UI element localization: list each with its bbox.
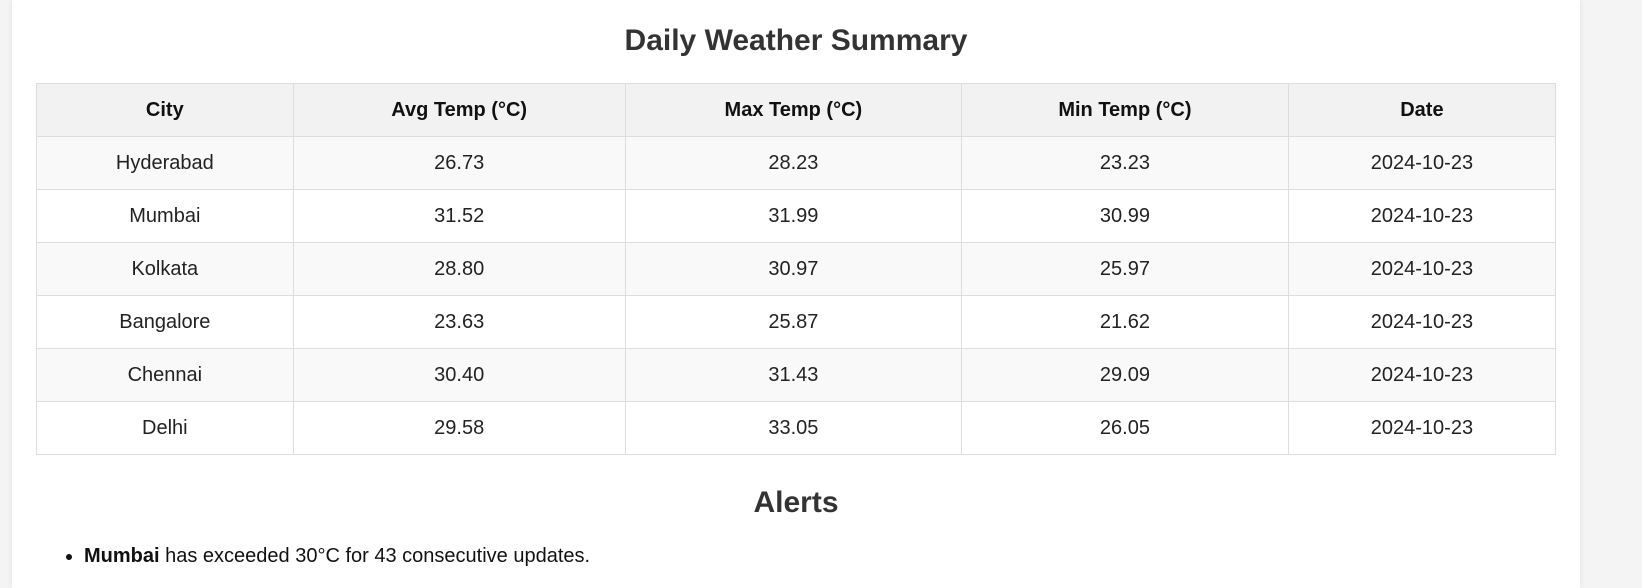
weather-summary-card: Daily Weather Summary City Avg Temp (°C)… xyxy=(12,0,1580,588)
column-header-city: City xyxy=(36,83,294,137)
max-temp-cell: 31.99 xyxy=(624,189,963,243)
city-cell: Kolkata xyxy=(36,242,294,296)
city-cell: Mumbai xyxy=(36,189,294,243)
max-temp-cell: 30.97 xyxy=(624,242,963,296)
min-temp-cell: 23.23 xyxy=(961,136,1289,190)
avg-temp-cell: 29.58 xyxy=(292,401,626,455)
avg-temp-cell: 31.52 xyxy=(292,189,626,243)
table-header-row: City Avg Temp (°C) Max Temp (°C) Min Tem… xyxy=(36,83,1557,137)
column-header-min-temp: Min Temp (°C) xyxy=(961,83,1289,137)
city-cell: Hyderabad xyxy=(36,136,294,190)
avg-temp-cell: 23.63 xyxy=(292,295,626,349)
date-cell: 2024-10-23 xyxy=(1287,348,1557,402)
max-temp-cell: 31.43 xyxy=(624,348,963,402)
city-cell: Chennai xyxy=(36,348,294,402)
column-header-avg-temp: Avg Temp (°C) xyxy=(292,83,626,137)
min-temp-cell: 26.05 xyxy=(961,401,1289,455)
avg-temp-cell: 30.40 xyxy=(292,348,626,402)
min-temp-cell: 30.99 xyxy=(961,189,1289,243)
alerts-list: Mumbai has exceeded 30°C for 43 consecut… xyxy=(42,542,590,570)
date-cell: 2024-10-23 xyxy=(1287,401,1557,455)
date-cell: 2024-10-23 xyxy=(1287,136,1557,190)
table-row: Kolkata 28.80 30.97 25.97 2024-10-23 xyxy=(36,242,1557,296)
alert-message: has exceeded 30°C for 43 consecutive upd… xyxy=(159,545,591,567)
table-row: Chennai 30.40 31.43 29.09 2024-10-23 xyxy=(36,348,1557,402)
table-row: Bangalore 23.63 25.87 21.62 2024-10-23 xyxy=(36,295,1557,349)
max-temp-cell: 25.87 xyxy=(624,295,963,349)
alerts-heading: Alerts xyxy=(753,486,839,519)
avg-temp-cell: 28.80 xyxy=(292,242,626,296)
max-temp-cell: 33.05 xyxy=(624,401,963,455)
page-title: Daily Weather Summary xyxy=(624,24,968,57)
table-row: Hyderabad 26.73 28.23 23.23 2024-10-23 xyxy=(36,136,1557,190)
city-cell: Bangalore xyxy=(36,295,294,349)
alert-item: Mumbai has exceeded 30°C for 43 consecut… xyxy=(84,542,590,570)
table-row: Mumbai 31.52 31.99 30.99 2024-10-23 xyxy=(36,189,1557,243)
min-temp-cell: 29.09 xyxy=(961,348,1289,402)
max-temp-cell: 28.23 xyxy=(624,136,963,190)
table-row: Delhi 29.58 33.05 26.05 2024-10-23 xyxy=(36,401,1557,455)
column-header-date: Date xyxy=(1287,83,1557,137)
weather-summary-table: City Avg Temp (°C) Max Temp (°C) Min Tem… xyxy=(36,83,1557,455)
min-temp-cell: 25.97 xyxy=(961,242,1289,296)
avg-temp-cell: 26.73 xyxy=(292,136,626,190)
date-cell: 2024-10-23 xyxy=(1287,189,1557,243)
min-temp-cell: 21.62 xyxy=(961,295,1289,349)
column-header-max-temp: Max Temp (°C) xyxy=(624,83,963,137)
date-cell: 2024-10-23 xyxy=(1287,295,1557,349)
alert-city: Mumbai xyxy=(84,545,160,567)
city-cell: Delhi xyxy=(36,401,294,455)
date-cell: 2024-10-23 xyxy=(1287,242,1557,296)
